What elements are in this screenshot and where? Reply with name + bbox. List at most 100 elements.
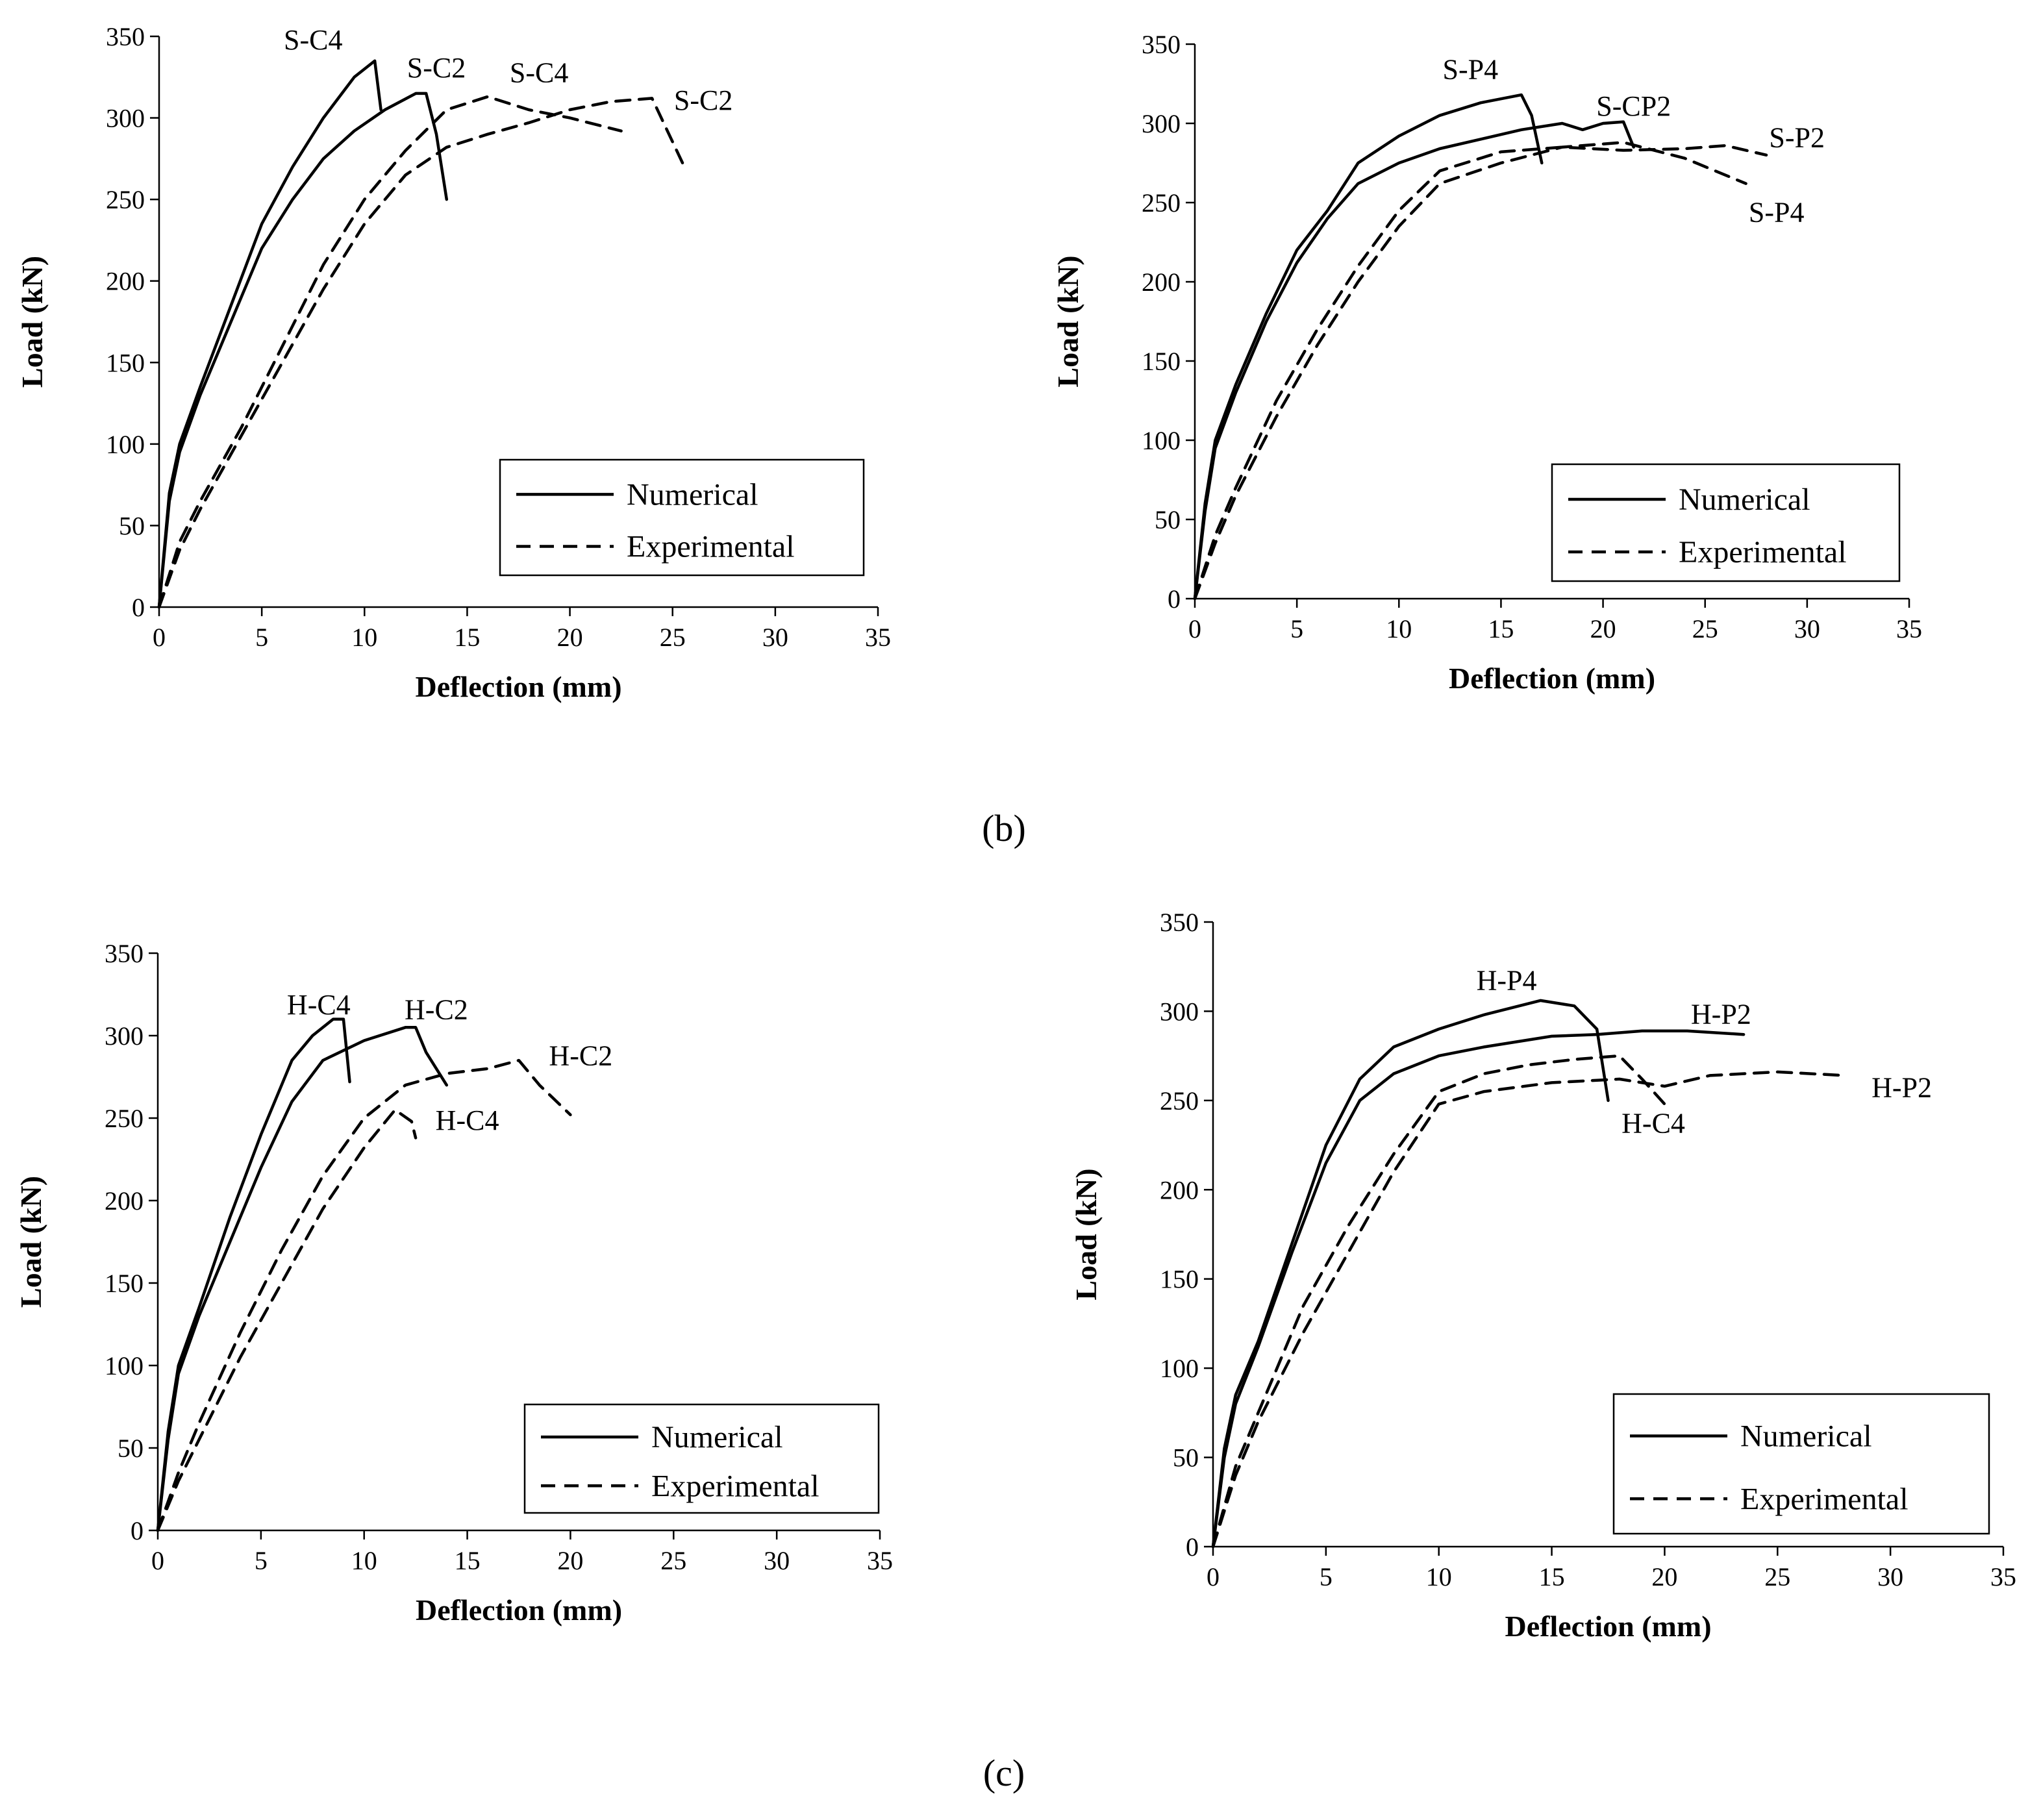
legend-label-experimental: Experimental [627,530,795,564]
y-tick-label: 150 [1142,347,1181,376]
x-tick-label: 10 [351,1546,377,1575]
x-tick-label: 0 [153,623,166,652]
legend-label-experimental: Experimental [651,1469,820,1503]
legend-box [523,1403,880,1514]
chart-panel-b-left: 0 50 100 150 200 250 300 350 0 5 10 15 20 25 30 35 Defle… [16,22,891,703]
legend-label-numerical: Numerical [1740,1419,1872,1454]
x-tick-label: 0 [1207,1562,1220,1591]
x-tick-label: 5 [255,1546,268,1575]
y-axis-label: Load (kN) [1051,255,1084,387]
x-tick-label: 30 [764,1546,790,1575]
y-tick-label: 200 [105,1186,144,1215]
series-line-h-c4-experimental [156,1108,418,1532]
series-line-h-p2-experimental [1211,1070,1847,1549]
x-tick-label: 35 [867,1546,893,1575]
x-tick-label: 20 [557,1546,583,1575]
legend-label-experimental: Experimental [1679,535,1847,569]
y-tick-label: 0 [1186,1532,1199,1562]
y-tick-label: 100 [106,430,145,459]
curve-label: S-P2 [1769,122,1825,154]
x-tick-label: 30 [1794,614,1820,643]
curve-label: S-C2 [674,84,732,116]
curve-label: S-C2 [407,52,466,84]
y-tick-label: 300 [106,104,145,133]
y-tick-label: 200 [106,267,145,296]
x-tick-label: 35 [865,623,891,652]
y-tick-label: 300 [1160,997,1199,1026]
y-tick-label: 100 [105,1351,144,1380]
y-tick-label: 350 [106,22,145,51]
x-tick-label: 5 [255,623,268,652]
series-line-h-p4-numerical [1211,999,1610,1549]
chart-panel-c-left: 0 50 100 150 200 250 300 350 0 5 10 15 20 25 30 35 Defle… [14,939,893,1627]
series-line-s-p4-experimental [1193,141,1747,601]
series-line-s-cp2-numerical [1193,120,1635,601]
curve-label: H-C4 [436,1104,499,1136]
y-tick-label: 0 [131,1516,144,1545]
curve-label: S-CP2 [1596,90,1671,122]
legend-box [499,458,865,577]
x-tick-label: 20 [557,623,583,652]
x-tick-label: 10 [1386,614,1412,643]
y-tick-label: 100 [1142,426,1181,455]
x-tick-label: 30 [762,623,788,652]
y-tick-label: 250 [105,1104,144,1133]
legend: Numerical Experimental [1612,1393,1990,1535]
x-tick-label: 0 [151,1546,164,1575]
x-tick-label: 5 [1320,1562,1333,1591]
y-tick-label: 150 [105,1269,144,1298]
x-tick-label: 25 [660,623,686,652]
y-tick-label: 350 [1142,30,1181,59]
y-tick-label: 50 [1173,1443,1199,1473]
curve-label: H-P2 [1691,999,1751,1030]
y-tick-label: 0 [1168,584,1181,614]
legend-box [1551,463,1901,582]
y-tick-label: 350 [1160,908,1199,937]
series-line-s-c4-experimental [157,95,623,609]
legend-label-experimental: Experimental [1740,1482,1909,1516]
x-tick-label: 5 [1290,614,1303,643]
x-tick-label: 25 [1692,614,1718,643]
y-tick-label: 250 [1160,1086,1199,1116]
y-tick-label: 200 [1160,1175,1199,1204]
y-tick-label: 200 [1142,268,1181,297]
curve-label: S-C4 [284,24,342,56]
legend: Numerical Experimental [1551,463,1901,582]
y-tick-label: 100 [1160,1354,1199,1383]
y-axis-label: Load (kN) [1070,1168,1103,1300]
curve-label: S-P4 [1749,196,1805,228]
y-tick-label: 250 [106,185,145,214]
y-tick-label: 0 [132,593,145,622]
legend-label-numerical: Numerical [651,1420,783,1454]
x-tick-label: 0 [1188,614,1201,643]
y-tick-label: 50 [1155,505,1181,534]
chart-panel-b-right: 0 50 100 150 200 250 300 350 0 5 10 15 20 25 30 35 Defle… [1051,30,1922,695]
y-tick-label: 150 [1160,1265,1199,1294]
y-axis-label: Load (kN) [16,256,49,388]
chart-panel-c-right: 0 50 100 150 200 250 300 350 0 5 10 15 20 25 30 35 Defle… [1070,908,2016,1643]
curve-label: H-C4 [1621,1107,1685,1139]
y-tick-label: 300 [105,1021,144,1051]
series-line-h-c2-numerical [156,1026,449,1532]
x-tick-label: 15 [455,1546,481,1575]
curve-label: H-C4 [287,989,351,1021]
series-line-h-p2-numerical [1211,1029,1746,1549]
x-tick-label: 20 [1590,614,1616,643]
x-axis-label: Deflection (mm) [1449,662,1655,695]
x-tick-label: 15 [1539,1562,1565,1591]
y-tick-label: 300 [1142,109,1181,138]
legend: Numerical Experimental [499,458,865,577]
x-axis-label: Deflection (mm) [1505,1610,1711,1643]
curve-label: S-P4 [1442,54,1498,86]
curve-label: S-C4 [510,56,568,88]
x-axis-label: Deflection (mm) [416,1593,622,1627]
x-tick-label: 20 [1651,1562,1677,1591]
series-line-s-c4-numerical [157,59,382,609]
y-tick-label: 250 [1142,188,1181,218]
series-line-s-c2-numerical [157,92,449,609]
x-tick-label: 15 [454,623,480,652]
caption-c: (c) [983,1752,1025,1794]
series-line-s-c2-experimental [157,97,684,609]
y-tick-label: 150 [106,348,145,377]
